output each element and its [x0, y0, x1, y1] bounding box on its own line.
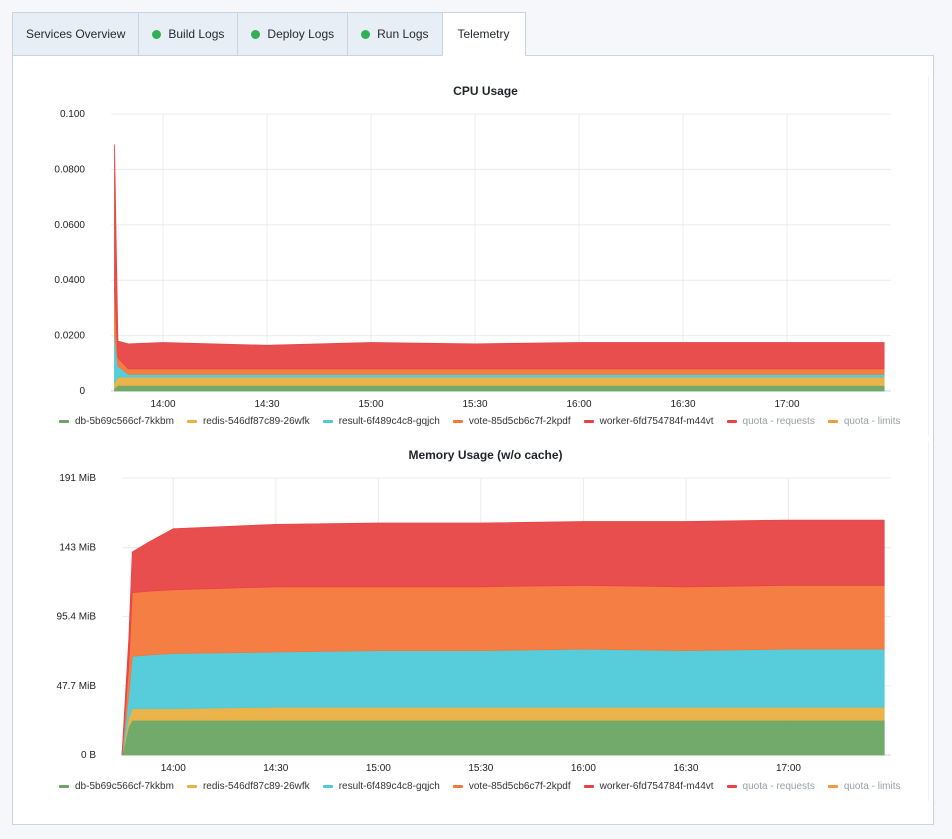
tab-bar: Services Overview Build Logs Deploy Logs… [12, 12, 526, 56]
chart-legend: db-5b69c566cf-7kkbm redis-546df87c89-26wf… [59, 781, 901, 792]
y-tick-label: 47.7 MiB [57, 681, 97, 692]
memory-usage-chart: Memory Usage (w/o cache) 0 B 47.7 MiB 95.4… [43, 441, 929, 801]
x-tick-label: 16:30 [673, 763, 698, 774]
x-tick-label: 15:00 [366, 763, 391, 774]
legend-swatch [186, 420, 197, 423]
y-tick-label: 0.0200 [54, 331, 85, 342]
cpu-usage-plot[interactable]: 0 0.0200 0.0400 0.0600 0.0800 0.100 14:00 14:30… [43, 104, 929, 434]
chart-legend: db-5b69c566cf-7kkbm redis-546df87c89-26wf… [59, 416, 901, 427]
legend-label: quota - requests [742, 781, 815, 792]
chart-title: Memory Usage (w/o cache) [408, 448, 563, 462]
cpu-usage-chart: CPU Usage 0 0.0200 0.0400 0.0600 0.0800 0.100… [43, 76, 929, 436]
tab-label: Build Logs [168, 27, 225, 41]
legend-item[interactable]: worker-6fd754784f-m44vt [583, 781, 714, 792]
tab-run-logs[interactable]: Run Logs [347, 12, 442, 56]
legend-swatch [726, 420, 737, 423]
legend-label: db-5b69c566cf-7kkbm [75, 781, 174, 792]
legend-item[interactable]: redis-546df87c89-26wfk [186, 781, 310, 792]
legend-label: worker-6fd754784f-m44vt [599, 781, 714, 792]
status-ok-icon [251, 29, 261, 39]
tab-label: Services Overview [26, 27, 126, 41]
legend-item[interactable]: db-5b69c566cf-7kkbm [59, 781, 174, 792]
tab-services-overview[interactable]: Services Overview [12, 12, 139, 56]
legend-item[interactable]: quota - requests [726, 781, 815, 792]
legend-swatch [583, 785, 594, 788]
legend-swatch [186, 785, 197, 788]
legend-item[interactable]: vote-85d5cb6c7f-2kpdf [452, 781, 571, 792]
legend-label: result-6f489c4c8-gqjch [338, 781, 440, 792]
legend-swatch [827, 785, 838, 788]
legend-label: quota - limits [843, 781, 901, 792]
y-tick-label: 95.4 MiB [57, 612, 97, 623]
y-tick-label: 0.0600 [54, 220, 85, 231]
y-tick-label: 0.100 [60, 109, 85, 120]
legend-swatch [322, 785, 333, 788]
legend-item[interactable]: quota - limits [827, 416, 901, 427]
tab-build-logs[interactable]: Build Logs [138, 12, 238, 56]
tab-label: Telemetry [457, 27, 510, 41]
legend-label: redis-546df87c89-26wfk [202, 781, 310, 792]
legend-item[interactable]: result-6f489c4c8-gqjch [322, 781, 440, 792]
legend-swatch [452, 420, 463, 423]
legend-swatch [726, 785, 737, 788]
legend-swatch [322, 420, 333, 423]
legend-item[interactable]: db-5b69c566cf-7kkbm [59, 416, 174, 427]
legend-label: result-6f489c4c8-gqjch [338, 416, 440, 427]
legend-item[interactable]: redis-546df87c89-26wfk [186, 416, 310, 427]
area-series-db[interactable] [121, 719, 885, 756]
legend-swatch [583, 420, 594, 423]
legend-label: vote-85d5cb6c7f-2kpdf [468, 781, 571, 792]
x-tick-label: 14:00 [150, 399, 175, 410]
legend-item[interactable]: quota - requests [726, 416, 815, 427]
legend-swatch [59, 785, 69, 788]
status-ok-icon [152, 29, 162, 39]
legend-item[interactable]: result-6f489c4c8-gqjch [322, 416, 440, 427]
legend-label: quota - requests [742, 416, 815, 427]
legend-item[interactable]: worker-6fd754784f-m44vt [583, 416, 714, 427]
y-tick-label: 191 MiB [59, 473, 96, 484]
legend-swatch [827, 420, 838, 423]
legend-item[interactable]: vote-85d5cb6c7f-2kpdf [452, 416, 571, 427]
x-tick-label: 15:00 [358, 399, 383, 410]
legend-swatch [59, 420, 69, 423]
y-tick-label: 0 [79, 386, 85, 397]
tab-label: Deploy Logs [267, 27, 335, 41]
x-tick-label: 16:00 [566, 399, 591, 410]
chart-title: CPU Usage [453, 84, 518, 98]
x-tick-label: 16:30 [670, 399, 695, 410]
legend-label: vote-85d5cb6c7f-2kpdf [468, 416, 571, 427]
legend-swatch [452, 785, 463, 788]
area-series-worker[interactable] [121, 519, 885, 756]
status-ok-icon [361, 29, 371, 39]
legend-item[interactable]: quota - limits [827, 781, 901, 792]
x-tick-label: 14:30 [254, 399, 279, 410]
x-tick-label: 17:00 [776, 763, 801, 774]
legend-label: quota - limits [843, 416, 901, 427]
tab-deploy-logs[interactable]: Deploy Logs [237, 12, 348, 56]
x-tick-label: 15:30 [462, 399, 487, 410]
tab-telemetry[interactable]: Telemetry [441, 12, 526, 56]
x-tick-label: 16:00 [571, 763, 596, 774]
y-tick-label: 0.0400 [54, 275, 85, 286]
area-series-worker[interactable] [114, 144, 885, 370]
memory-usage-plot[interactable]: 0 B 47.7 MiB 95.4 MiB 143 MiB 191 MiB 14:00 14… [43, 469, 929, 799]
y-tick-label: 0 B [81, 750, 96, 761]
legend-label: redis-546df87c89-26wfk [202, 416, 310, 427]
x-tick-label: 14:00 [161, 763, 186, 774]
y-tick-label: 143 MiB [59, 543, 96, 554]
tab-label: Run Logs [377, 27, 429, 41]
x-tick-label: 17:00 [774, 399, 799, 410]
x-tick-label: 15:30 [468, 763, 493, 774]
legend-label: worker-6fd754784f-m44vt [599, 416, 714, 427]
x-tick-label: 14:30 [263, 763, 288, 774]
area-series-db[interactable] [114, 385, 885, 392]
y-tick-label: 0.0800 [54, 164, 85, 175]
telemetry-panel: CPU Usage 0 0.0200 0.0400 0.0600 0.0800 0.100… [12, 55, 934, 825]
legend-label: db-5b69c566cf-7kkbm [75, 416, 174, 427]
